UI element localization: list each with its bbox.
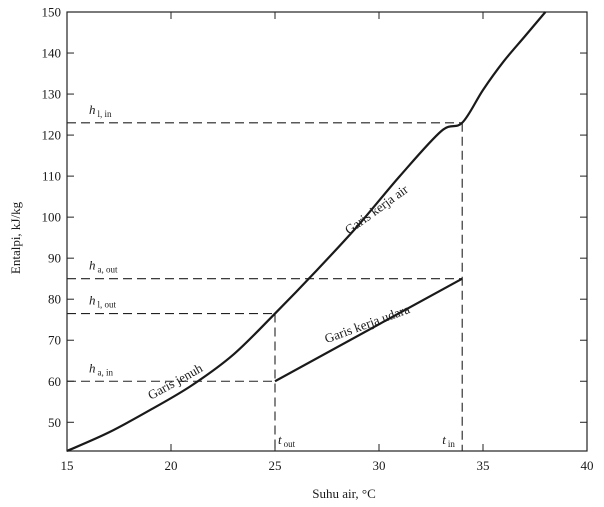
x-tick-label: 15 bbox=[61, 458, 74, 473]
h-ref-label: h l, in bbox=[89, 102, 112, 119]
v-marker-label: t in bbox=[442, 432, 455, 449]
ref-label-sub: l, out bbox=[98, 300, 117, 310]
y-tick-label: 60 bbox=[48, 374, 61, 389]
y-axis-title: Entalpi, kJ/kg bbox=[8, 201, 23, 274]
y-tick-label: 70 bbox=[48, 333, 61, 348]
v-marker-label: t out bbox=[278, 432, 296, 449]
ref-label-sub: a, out bbox=[98, 265, 118, 275]
h-ref-label: h a, out bbox=[89, 258, 118, 275]
x-axis-title: Suhu air, °C bbox=[312, 486, 376, 501]
y-tick-label: 140 bbox=[42, 46, 62, 61]
y-tick-label: 90 bbox=[48, 251, 61, 266]
marker-label-main: t bbox=[442, 432, 446, 447]
marker-label-sub: out bbox=[284, 439, 296, 449]
air-operating-line bbox=[274, 277, 463, 383]
y-tick-label: 80 bbox=[48, 292, 61, 307]
marker-label-main: t bbox=[278, 432, 282, 447]
y-tick-label: 130 bbox=[42, 87, 62, 102]
y-tick-label: 100 bbox=[42, 210, 62, 225]
x-tick-label: 35 bbox=[477, 458, 490, 473]
plot-frame bbox=[66, 11, 588, 452]
ref-label-main: h bbox=[89, 102, 96, 117]
y-tick-label: 120 bbox=[42, 128, 62, 143]
ref-label-main: h bbox=[89, 258, 96, 273]
ref-label-main: h bbox=[89, 360, 96, 375]
saturation-curve bbox=[66, 11, 547, 453]
x-tick-label: 30 bbox=[373, 458, 386, 473]
plot-border bbox=[66, 11, 588, 452]
ref-label-sub: l, in bbox=[98, 109, 113, 119]
x-tick-label: 40 bbox=[581, 458, 594, 473]
y-tick-label: 150 bbox=[42, 5, 62, 20]
ref-label-sub: a, in bbox=[98, 367, 114, 377]
y-tick-label: 50 bbox=[48, 415, 61, 430]
marker-label-sub: in bbox=[448, 439, 456, 449]
x-tick-label: 25 bbox=[269, 458, 282, 473]
axis-ticks: 15 20 25 30 35 40 50 60 70 80 90 100 110 120 130 140 150 bbox=[42, 5, 594, 474]
x-tick-label: 20 bbox=[165, 458, 178, 473]
h-ref-label: h l, out bbox=[89, 293, 117, 310]
y-tick-label: 110 bbox=[42, 169, 61, 184]
series-lines bbox=[66, 11, 547, 453]
ref-label-main: h bbox=[89, 293, 96, 308]
h-ref-label: h a, in bbox=[89, 360, 113, 377]
